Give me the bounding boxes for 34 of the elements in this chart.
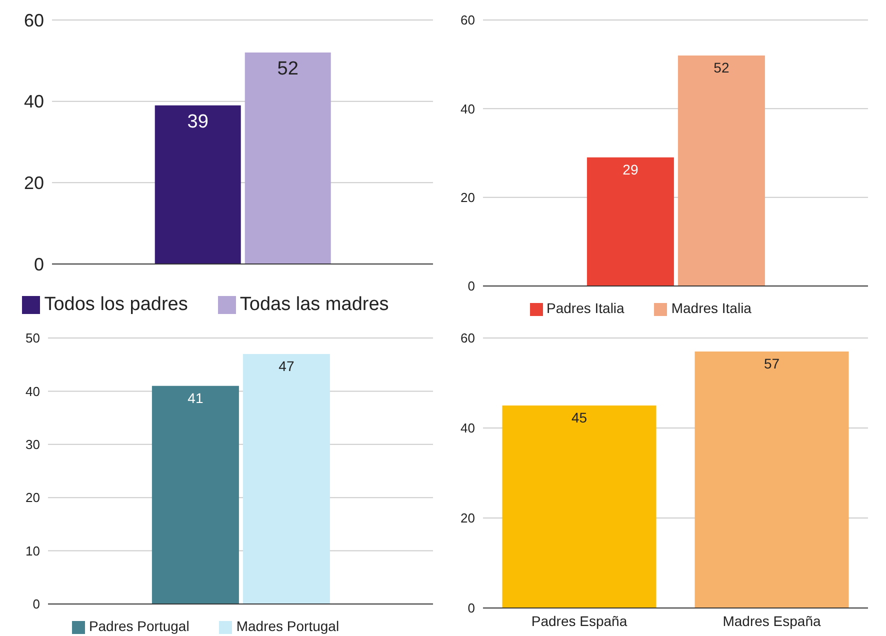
y-tick-label: 40	[460, 101, 475, 116]
y-tick-label: 40	[26, 384, 40, 399]
y-tick-label: 20	[24, 173, 44, 194]
data-label: 45	[571, 410, 588, 426]
x-tick-label: Padres España	[531, 612, 628, 629]
y-tick-label: 40	[460, 420, 475, 436]
y-tick-label: 0	[468, 278, 475, 294]
legend-label: Madres Italia	[671, 300, 752, 316]
y-tick-label: 0	[34, 254, 44, 274]
y-tick-label: 20	[26, 490, 40, 506]
y-tick-label: 0	[468, 600, 475, 616]
y-tick-label: 20	[460, 190, 475, 205]
y-tick-label: 20	[460, 510, 475, 526]
legend-label: Padres Italia	[546, 300, 624, 316]
data-label: 47	[278, 358, 294, 374]
y-tick-label: 60	[460, 330, 475, 346]
data-label: 29	[622, 161, 638, 178]
legend-label: Todos los padres	[44, 294, 188, 315]
y-tick-label: 60	[460, 12, 475, 28]
y-tick-label: 50	[26, 330, 40, 346]
legend-label: Todas las madres	[240, 294, 389, 315]
y-tick-label: 10	[26, 543, 40, 558]
x-tick-label: Madres España	[722, 612, 821, 629]
y-tick-label: 60	[24, 10, 44, 30]
data-label: 52	[277, 58, 298, 80]
legend-label: Padres Portugal	[88, 618, 190, 634]
data-label: 57	[764, 356, 780, 372]
y-tick-label: 30	[26, 437, 40, 452]
y-tick-label: 0	[32, 596, 40, 612]
data-label: 41	[188, 390, 204, 406]
legend-label: Madres Portugal	[236, 618, 340, 634]
y-tick-label: 40	[24, 92, 44, 112]
data-label: 52	[714, 59, 730, 76]
data-label: 39	[187, 111, 208, 132]
